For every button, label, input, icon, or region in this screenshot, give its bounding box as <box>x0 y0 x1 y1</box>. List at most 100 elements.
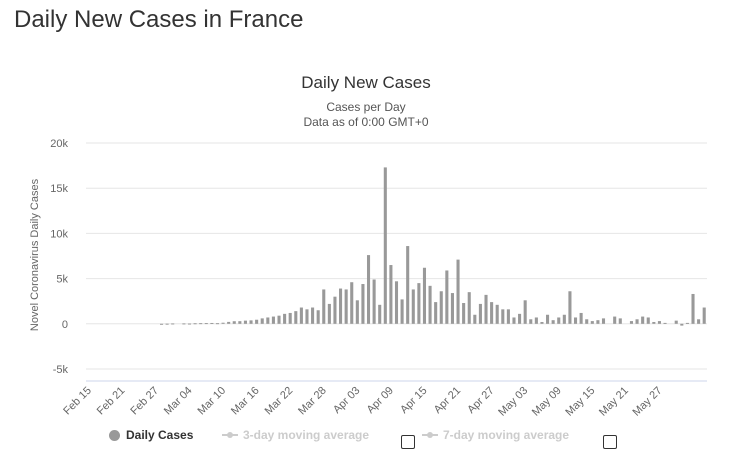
daily-cases-bar[interactable] <box>204 323 208 325</box>
daily-cases-bar[interactable] <box>501 309 505 324</box>
daily-cases-bar[interactable] <box>249 320 253 324</box>
daily-cases-bar[interactable] <box>344 289 348 324</box>
daily-cases-bar[interactable] <box>159 323 164 325</box>
daily-cases-bar[interactable] <box>238 321 242 324</box>
daily-cases-bar[interactable] <box>473 314 477 324</box>
daily-cases-bar[interactable] <box>372 279 376 324</box>
daily-cases-bar[interactable] <box>523 300 527 324</box>
daily-cases-bar[interactable] <box>680 323 684 326</box>
daily-cases-bar[interactable] <box>657 321 661 324</box>
daily-cases-bar[interactable] <box>339 288 343 324</box>
daily-cases-bar[interactable] <box>383 167 387 324</box>
daily-cases-bar[interactable] <box>333 296 337 324</box>
daily-cases-bar[interactable] <box>294 311 298 324</box>
daily-cases-bar[interactable] <box>613 316 617 324</box>
daily-cases-bar[interactable] <box>534 317 538 324</box>
daily-cases-bar[interactable] <box>322 289 326 324</box>
daily-cases-bar[interactable] <box>215 323 220 325</box>
daily-cases-bar[interactable] <box>518 313 522 324</box>
daily-cases-bar[interactable] <box>171 323 175 325</box>
daily-cases-bar[interactable] <box>193 323 197 325</box>
daily-cases-bar[interactable] <box>512 317 516 324</box>
daily-cases-bar[interactable] <box>232 321 236 324</box>
daily-cases-bar[interactable] <box>411 289 415 324</box>
daily-cases-bar[interactable] <box>355 300 359 324</box>
daily-cases-bar[interactable] <box>629 321 634 324</box>
daily-cases-bar[interactable] <box>434 302 438 324</box>
daily-cases-bar[interactable] <box>445 270 449 324</box>
daily-cases-bar[interactable] <box>422 267 427 324</box>
daily-cases-bar[interactable] <box>506 309 510 324</box>
daily-cases-bar[interactable] <box>227 321 231 324</box>
daily-cases-bar[interactable] <box>210 322 214 324</box>
daily-cases-bar[interactable] <box>490 302 494 324</box>
daily-cases-bar[interactable] <box>394 281 399 324</box>
daily-cases-bar[interactable] <box>674 320 678 324</box>
daily-cases-bar[interactable] <box>243 320 247 324</box>
checkbox-7-day-average[interactable] <box>603 435 617 449</box>
checkbox-3-day-average[interactable] <box>401 435 415 449</box>
daily-cases-bar[interactable] <box>652 321 656 324</box>
daily-cases-bar[interactable] <box>182 323 186 325</box>
daily-cases-bar[interactable] <box>327 303 331 324</box>
daily-cases-bar[interactable] <box>585 319 589 324</box>
daily-cases-bar[interactable] <box>266 317 270 324</box>
daily-cases-bar[interactable] <box>260 318 264 324</box>
daily-cases-bar[interactable] <box>540 321 544 324</box>
daily-cases-bar[interactable] <box>456 259 460 324</box>
daily-cases-bar[interactable] <box>366 255 371 324</box>
daily-cases-bar[interactable] <box>311 307 315 324</box>
legend-item-3-day-average[interactable]: 3-day moving average <box>222 428 369 442</box>
daily-cases-bar[interactable] <box>288 312 292 324</box>
daily-cases-bar[interactable] <box>568 291 572 324</box>
daily-cases-bar[interactable] <box>400 299 404 324</box>
daily-cases-bar[interactable] <box>579 312 583 324</box>
daily-cases-bar[interactable] <box>618 318 622 324</box>
daily-cases-bar[interactable] <box>283 313 287 324</box>
daily-cases-bar[interactable] <box>557 317 561 324</box>
x-tick-label: Mar 22 <box>263 385 296 418</box>
daily-cases-bar[interactable] <box>305 309 309 324</box>
daily-cases-bar[interactable] <box>417 283 421 324</box>
legend-item-7-day-average[interactable]: 7-day moving average <box>422 428 569 442</box>
daily-cases-bar[interactable] <box>601 318 606 324</box>
daily-cases-bar[interactable] <box>299 307 303 324</box>
daily-cases-bar[interactable] <box>221 322 225 324</box>
daily-cases-bar[interactable] <box>165 323 169 325</box>
daily-cases-bar[interactable] <box>646 317 650 324</box>
daily-cases-bar[interactable] <box>691 293 695 324</box>
daily-cases-bar[interactable] <box>562 314 566 324</box>
daily-cases-bar[interactable] <box>187 323 192 325</box>
daily-cases-bar[interactable] <box>277 315 281 324</box>
daily-cases-bar[interactable] <box>199 323 203 325</box>
daily-cases-bar[interactable] <box>685 322 689 324</box>
daily-cases-bar[interactable] <box>590 321 594 324</box>
daily-cases-bar[interactable] <box>529 319 533 324</box>
legend-item-daily-cases[interactable]: Daily Cases <box>109 428 193 442</box>
daily-cases-bar[interactable] <box>378 304 382 324</box>
daily-cases-bar[interactable] <box>428 285 432 324</box>
daily-cases-bar[interactable] <box>467 292 471 324</box>
daily-cases-bar[interactable] <box>596 320 600 324</box>
daily-cases-bar[interactable] <box>255 319 259 324</box>
daily-cases-bar[interactable] <box>697 319 701 324</box>
daily-cases-bar[interactable] <box>439 291 443 324</box>
daily-cases-bar[interactable] <box>450 293 454 324</box>
daily-cases-bar[interactable] <box>484 294 488 324</box>
daily-cases-bar[interactable] <box>551 320 555 324</box>
daily-cases-bar[interactable] <box>573 317 578 324</box>
daily-cases-bar[interactable] <box>478 303 482 324</box>
daily-cases-bar[interactable] <box>271 316 275 324</box>
daily-cases-bar[interactable] <box>635 319 639 324</box>
daily-cases-bar[interactable] <box>546 314 550 324</box>
daily-cases-bar[interactable] <box>462 303 466 324</box>
daily-cases-bar[interactable] <box>316 310 320 324</box>
daily-cases-bar[interactable] <box>361 284 365 324</box>
daily-cases-bar[interactable] <box>641 316 645 324</box>
daily-cases-bar[interactable] <box>663 322 667 324</box>
daily-cases-bar[interactable] <box>702 307 706 324</box>
daily-cases-bar[interactable] <box>389 265 393 324</box>
daily-cases-bar[interactable] <box>495 304 499 324</box>
daily-cases-bar[interactable] <box>350 282 354 324</box>
daily-cases-bar[interactable] <box>406 246 410 324</box>
